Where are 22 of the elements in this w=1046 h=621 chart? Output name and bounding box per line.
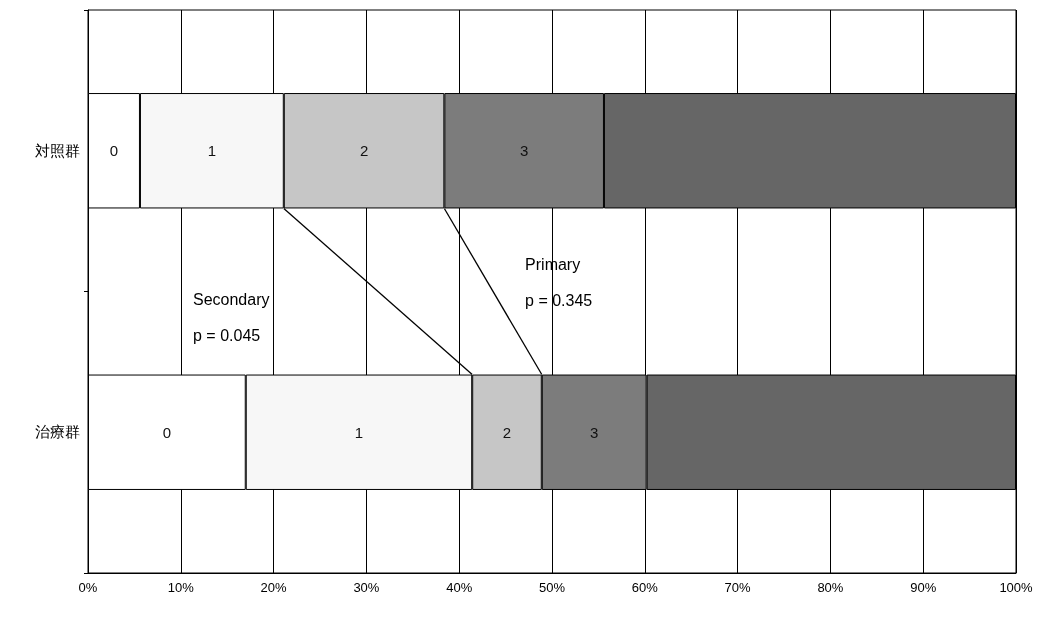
text: 0 [162,423,172,441]
text: 2 [359,142,369,160]
x-tick-label: 20% [260,580,288,595]
x-tick-label: 60% [631,580,659,595]
y-tick-label: 対照群 [35,141,80,160]
x-tick-label: 40% [446,580,473,595]
y-tick-label: 治療群 [35,423,80,442]
x-tick-label: 70% [724,580,752,595]
x-tick-label: 80% [817,580,844,595]
text: 1 [207,142,217,160]
x-tick-label: 30% [353,580,380,595]
text: 3 [519,142,529,160]
x-tick-label: 100% [999,580,1034,595]
x-tick-label: 0% [78,580,98,595]
x-tick-label: 10% [167,580,195,595]
series-label: 3 [590,423,599,441]
series-label: 1 [354,423,364,441]
series-label: 2 [502,423,512,441]
annotation: Secondary p = 0.045 [193,291,270,344]
series-label: 0 [109,142,119,160]
x-tick-label: 50% [538,580,566,595]
x-tick-label: 90% [910,580,937,595]
